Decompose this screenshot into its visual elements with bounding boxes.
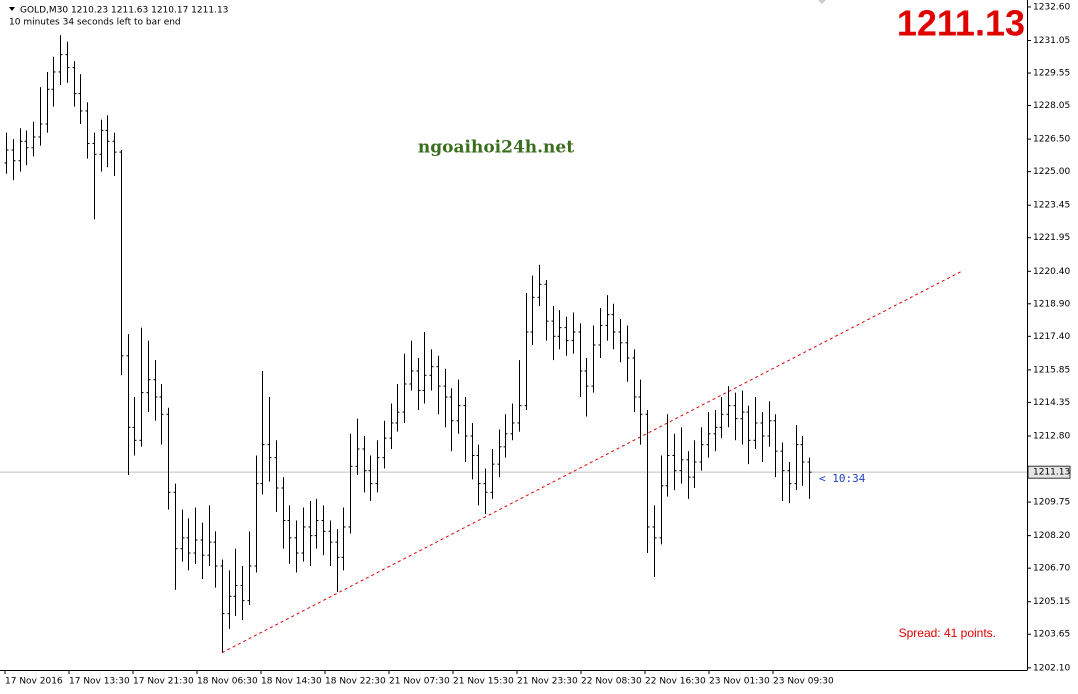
current-price-label: 1211.13 <box>1033 468 1070 478</box>
y-tick-label: 1214.35 <box>1033 398 1070 408</box>
x-tick-label: 21 Nov 07:30 <box>389 677 450 687</box>
x-tick-label: 21 Nov 23:30 <box>517 677 578 687</box>
y-tick-label: 1218.90 <box>1033 299 1070 309</box>
x-tick-label: 17 Nov 2016 <box>5 677 63 687</box>
x-tick-label: 18 Nov 06:30 <box>197 677 258 687</box>
y-tick-label: 1212.80 <box>1033 431 1070 441</box>
watermark: ngoaihoi24h.net <box>418 138 574 158</box>
y-tick-label: 1208.20 <box>1033 531 1070 541</box>
y-tick-label: 1228.05 <box>1033 101 1070 111</box>
x-tick-label: 18 Nov 22:30 <box>325 677 386 687</box>
x-tick-label: 23 Nov 01:30 <box>709 677 770 687</box>
y-tick-label: 1232.60 <box>1033 2 1070 12</box>
y-tick-label: 1217.40 <box>1033 332 1070 342</box>
x-tick-label: 17 Nov 21:30 <box>133 677 194 687</box>
y-tick-label: 1215.85 <box>1033 365 1070 375</box>
y-tick-label: 1220.40 <box>1033 267 1070 277</box>
x-tick-label: 22 Nov 08:30 <box>581 677 642 687</box>
spread-label: Spread: 41 points. <box>899 626 996 640</box>
timer-label: < 10:34 <box>819 472 866 485</box>
y-tick-label: 1229.55 <box>1033 69 1070 79</box>
current-price-box <box>1027 465 1071 479</box>
x-tick-label: 21 Nov 15:30 <box>453 677 514 687</box>
x-tick-label: 22 Nov 16:30 <box>645 677 706 687</box>
y-tick-label: 1225.00 <box>1033 167 1070 177</box>
x-tick-label: 17 Nov 13:30 <box>69 677 130 687</box>
y-tick-label: 1209.75 <box>1033 498 1070 508</box>
y-tick-label: 1206.70 <box>1033 564 1070 574</box>
x-tick-label: 23 Nov 09:30 <box>773 677 834 687</box>
y-tick-label: 1221.95 <box>1033 233 1070 243</box>
y-tick-label: 1226.50 <box>1033 135 1070 145</box>
subheader: 10 minutes 34 seconds left to bar end <box>9 18 181 28</box>
scroll-marker <box>818 0 826 4</box>
big-price: 1211.13 <box>897 3 1025 44</box>
y-tick-label: 1205.15 <box>1033 597 1070 607</box>
header-arrow <box>9 7 15 11</box>
y-tick-label: 1203.65 <box>1033 630 1070 640</box>
x-tick-label: 18 Nov 14:30 <box>261 677 322 687</box>
y-tick-label: 1223.45 <box>1033 201 1070 211</box>
trendline <box>221 270 962 654</box>
header: GOLD,M30 1210.23 1211.63 1210.17 1211.13 <box>20 6 228 16</box>
y-tick-label: 1202.10 <box>1033 663 1070 673</box>
y-tick-label: 1231.05 <box>1033 36 1070 46</box>
